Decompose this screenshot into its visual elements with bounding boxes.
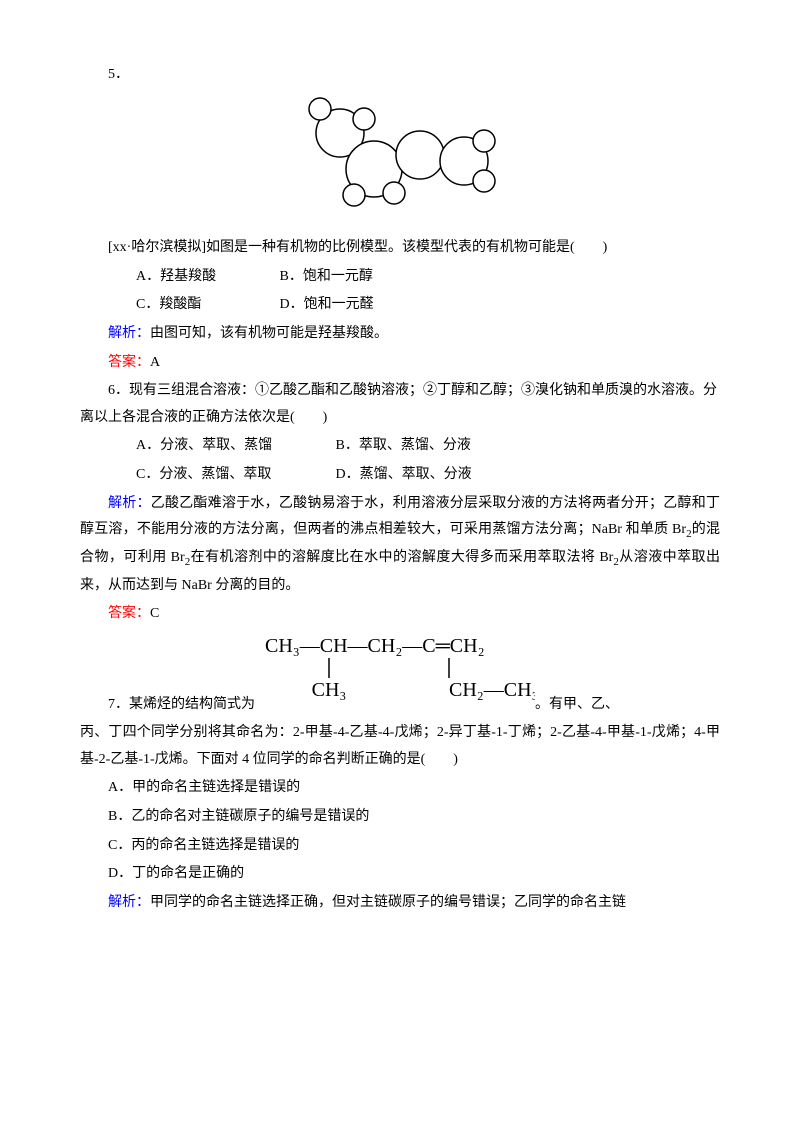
q6-answer: 答案：C xyxy=(80,601,720,628)
q6-answer-text: C xyxy=(150,606,159,621)
svg-text:CH₂—CH₃: CH₂—CH₃ xyxy=(449,679,535,701)
q5-diagram-wrap xyxy=(80,95,720,226)
q7-stem-line1: 7．某烯烃的结构简式为 CH₃—CH—CH₂—C═CH₂ CH₃ CH₂—CH₃ 。… xyxy=(80,630,720,719)
q6-stem: 6．现有三组混合溶液：①乙酸乙酯和乙酸钠溶液；②丁醇和乙醇；③溴化钠和单质溴的水… xyxy=(80,378,720,431)
analysis-label: 解析： xyxy=(108,326,150,341)
q7-option-d: D．丁的命名是正确的 xyxy=(80,861,720,888)
q6-option-b: B．萃取、蒸馏、分液 xyxy=(308,433,471,460)
q7-prefix: 7．某烯烃的结构简式为 xyxy=(80,692,255,719)
q7-option-a: A．甲的命名主链选择是错误的 xyxy=(80,775,720,802)
q6-analysis-p1: 乙酸乙酯难溶于水，乙酸钠易溶于水，利用溶液分层采取分液的方法将两者分开；乙醇和丁… xyxy=(80,496,720,538)
answer-label: 答案： xyxy=(108,355,150,370)
q5-option-d: D．饱和一元醛 xyxy=(252,292,374,319)
q6-option-a: A．分液、萃取、蒸馏 xyxy=(108,433,304,460)
q7-suffix: 。有甲、乙、 xyxy=(535,692,619,719)
analysis-label: 解析： xyxy=(108,496,151,511)
q6-options-row1: A．分液、萃取、蒸馏 B．萃取、蒸馏、分液 xyxy=(80,433,720,460)
q5-option-b: B．饱和一元醇 xyxy=(252,264,373,291)
q6-analysis: 解析：乙酸乙酯难溶于水，乙酸钠易溶于水，利用溶液分层采取分液的方法将两者分开；乙… xyxy=(80,491,720,600)
q6-analysis-p3: 在有机溶剂中的溶解度比在水中的溶解度大得多而采用萃取法将 Br xyxy=(190,550,613,565)
q5-option-c: C．羧酸酯 xyxy=(108,292,248,319)
q5-analysis: 解析：由图可知，该有机物可能是羟基羧酸。 xyxy=(80,321,720,348)
svg-text:CH₃—CH—CH₂—C═CH₂: CH₃—CH—CH₂—C═CH₂ xyxy=(265,635,485,657)
q7-stem-line2: 丙、丁四个同学分别将其命名为：2-甲基-4-乙基-4-戊烯；2-异丁基-1-丁烯… xyxy=(80,720,720,773)
q5-molecule-diagram xyxy=(270,95,530,215)
svg-text:CH₃: CH₃ xyxy=(312,679,347,701)
q5-number: 5． xyxy=(80,62,720,89)
q5-answer-text: A xyxy=(150,355,160,370)
q5-option-a: A．羟基羧酸 xyxy=(108,264,248,291)
q7-option-c: C．丙的命名主链选择是错误的 xyxy=(80,833,720,860)
q7-structural-formula: CH₃—CH—CH₂—C═CH₂ CH₃ CH₂—CH₃ xyxy=(255,630,535,708)
q5-analysis-text: 由图可知，该有机物可能是羟基羧酸。 xyxy=(150,326,388,341)
q7-option-b: B．乙的命名对主链碳原子的编号是错误的 xyxy=(80,804,720,831)
q6-options-row2: C．分液、蒸馏、萃取 D．蒸馏、萃取、分液 xyxy=(80,462,720,489)
q6-option-c: C．分液、蒸馏、萃取 xyxy=(108,462,304,489)
answer-label: 答案： xyxy=(108,606,150,621)
q6-option-d: D．蒸馏、萃取、分液 xyxy=(308,462,472,489)
q7-analysis-text: 甲同学的命名主链选择正确，但对主链碳原子的编号错误；乙同学的命名主链 xyxy=(150,895,626,910)
analysis-label: 解析： xyxy=(108,895,150,910)
q7-structure-wrap: CH₃—CH—CH₂—C═CH₂ CH₃ CH₂—CH₃ xyxy=(255,630,535,719)
q5-answer: 答案：A xyxy=(80,350,720,377)
q7-analysis: 解析：甲同学的命名主链选择正确，但对主链碳原子的编号错误；乙同学的命名主链 xyxy=(80,890,720,917)
q5-options-row1: A．羟基羧酸 B．饱和一元醇 xyxy=(80,264,720,291)
q5-stem: [xx·哈尔滨模拟]如图是一种有机物的比例模型。该模型代表的有机物可能是( ) xyxy=(80,235,720,262)
q5-options-row2: C．羧酸酯 D．饱和一元醛 xyxy=(80,292,720,319)
